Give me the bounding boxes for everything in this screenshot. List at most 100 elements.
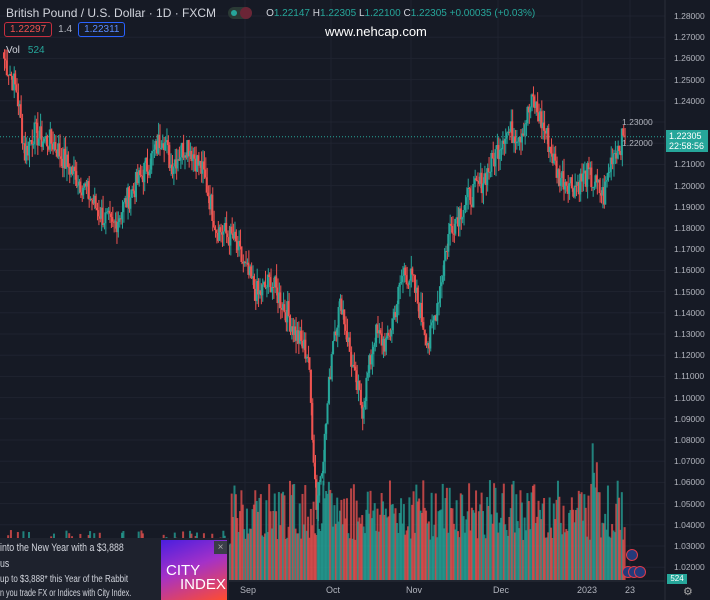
- candle-body: [252, 276, 255, 289]
- price-tick-label: 1.25000: [674, 74, 705, 85]
- volume-bar: [525, 530, 528, 580]
- volume-bar: [416, 501, 419, 580]
- candle-body: [82, 187, 85, 196]
- candle-body: [59, 156, 62, 159]
- candle-body: [3, 52, 5, 59]
- candle-body: [234, 231, 237, 242]
- volume-bar: [412, 491, 415, 580]
- promo-popup[interactable]: into the New Year with a $3,888 us up to…: [0, 542, 132, 599]
- candle-body: [283, 304, 286, 313]
- volume-bar: [590, 483, 593, 580]
- candle-body: [61, 158, 64, 169]
- settings-gear-icon[interactable]: ⚙: [683, 586, 693, 598]
- symbol-title[interactable]: British Pound / U.S. Dollar · 1D · FXCM: [6, 6, 217, 20]
- candle-body: [350, 351, 353, 367]
- candle-body: [87, 181, 90, 200]
- candle-body: [362, 407, 365, 419]
- buy-button[interactable]: 1.22311: [78, 22, 126, 37]
- candle-body: [341, 309, 344, 315]
- volume-bar: [430, 492, 433, 580]
- time-tick-label: Sep: [240, 585, 257, 595]
- candle-body: [152, 149, 155, 152]
- uk-flag-event-icon[interactable]: [634, 566, 646, 578]
- candle-body: [386, 332, 389, 339]
- volume-bar: [372, 510, 375, 580]
- sell-button[interactable]: 1.22297: [4, 22, 53, 37]
- volume-bar: [469, 530, 472, 580]
- volume-bar: [461, 494, 464, 580]
- price-tick-label: 1.18000: [674, 223, 705, 233]
- candle-body: [290, 326, 293, 332]
- volume-bar: [554, 519, 557, 580]
- candle-body: [268, 274, 271, 278]
- volume-bar: [445, 487, 448, 580]
- candle-body: [344, 324, 347, 331]
- candle-body: [393, 311, 396, 319]
- volume-bar: [333, 505, 336, 580]
- candle-body: [8, 73, 11, 76]
- candle-body: [202, 161, 205, 170]
- candle-body: [275, 276, 278, 288]
- city-index-ad-logo[interactable]: CITY INDEX: [161, 540, 227, 600]
- volume-bar: [404, 534, 407, 580]
- market-status-toggle[interactable]: [228, 7, 253, 19]
- candle-body: [197, 155, 200, 166]
- volume-bar: [470, 507, 473, 580]
- candle-body: [301, 340, 304, 349]
- candle-body: [611, 157, 614, 165]
- candle-body: [379, 330, 382, 334]
- volume-bar: [500, 517, 503, 580]
- candle-body: [83, 183, 86, 188]
- volume-bar: [302, 524, 305, 580]
- volume-bar: [577, 490, 580, 580]
- price-tick-label: 1.10000: [674, 392, 705, 403]
- chart-legend: British Pound / U.S. Dollar · 1D · FXCM …: [6, 6, 535, 20]
- candle-body: [525, 123, 528, 125]
- volume-bar: [261, 535, 264, 580]
- volume-bar: [345, 498, 348, 580]
- candle-body: [445, 250, 448, 252]
- candle-body: [36, 122, 39, 146]
- candle-body: [413, 275, 416, 293]
- volume-bar: [293, 483, 296, 580]
- close-popup-button[interactable]: ×: [214, 541, 227, 554]
- candle-body: [600, 193, 603, 196]
- candle-body: [504, 138, 507, 144]
- candle-body: [90, 198, 93, 200]
- candle-body: [623, 135, 626, 137]
- uk-flag-event-icon[interactable]: [626, 549, 638, 561]
- candle-body: [519, 136, 522, 143]
- volume-bar: [275, 511, 278, 580]
- volume-bar: [494, 487, 497, 580]
- price-tick-label: 1.08000: [674, 435, 705, 445]
- volume-bar: [376, 508, 379, 580]
- volume-bar: [295, 533, 298, 580]
- candle-body: [270, 286, 273, 293]
- candle-body: [498, 149, 501, 160]
- trade-buttons: 1.22297 1.4 1.22311: [4, 22, 126, 37]
- volume-bar: [516, 521, 519, 580]
- volume-bar: [282, 491, 285, 580]
- candle-body: [146, 157, 149, 172]
- candle-body: [261, 284, 264, 296]
- volume-bar: [332, 526, 335, 580]
- candle-body: [168, 145, 171, 169]
- candle-body: [348, 337, 351, 352]
- volume-bar: [329, 489, 332, 580]
- volume-bar: [487, 506, 490, 580]
- volume-bar: [620, 492, 623, 580]
- volume-bar: [359, 523, 362, 580]
- candle-body: [154, 140, 157, 150]
- candle-body: [307, 356, 310, 358]
- volume-bar: [473, 512, 476, 580]
- candle-body: [107, 210, 110, 212]
- volume-bar: [515, 494, 518, 580]
- volume-bar: [390, 504, 393, 580]
- volume-legend: Vol 524: [6, 45, 45, 56]
- candle-body: [319, 476, 322, 483]
- candle-body: [547, 128, 550, 153]
- candle-body: [312, 439, 315, 463]
- candle-body: [340, 298, 343, 315]
- volume-bar: [432, 536, 435, 580]
